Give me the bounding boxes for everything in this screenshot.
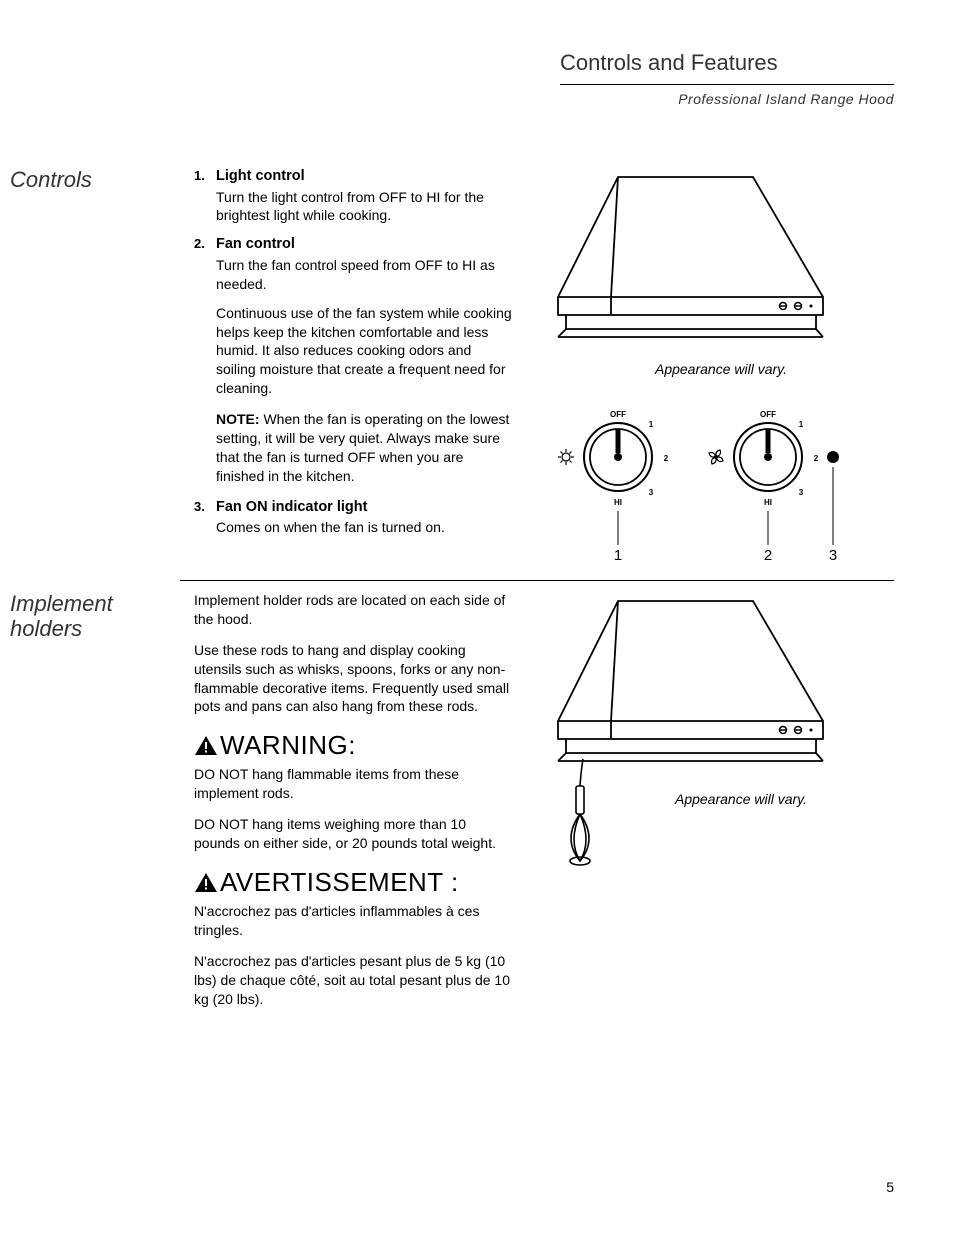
implement-graphics: Appearance will vary. — [548, 591, 894, 1021]
callout-3: 3 — [829, 547, 837, 562]
knob-label-2: 2 — [814, 454, 819, 463]
list-item: 2. Fan control Turn the fan control spee… — [194, 235, 514, 485]
note-label: NOTE: — [216, 411, 260, 427]
control-knobs-diagram: OFF 1 2 3 HI — [548, 387, 858, 562]
list-item: 3. Fan ON indicator light Comes on when … — [194, 498, 514, 537]
controls-graphics: Appearance will vary. OFF 1 2 3 HI — [548, 167, 894, 562]
warning-triangle-icon — [194, 871, 218, 895]
knob-label-hi: HI — [614, 498, 622, 507]
knob-label-1: 1 — [799, 420, 804, 429]
knob-label-3: 3 — [649, 488, 654, 497]
item-number: 1. — [194, 167, 205, 185]
paragraph: Use these rods to hang and display cooki… — [194, 641, 514, 717]
warning-heading-en: WARNING: — [194, 728, 514, 763]
item-body: Comes on when the fan is turned on. — [216, 518, 514, 537]
paragraph: Implement holder rods are located on eac… — [194, 591, 514, 629]
item-number: 3. — [194, 498, 205, 516]
section-label-controls: Controls — [10, 167, 170, 562]
item-body: Turn the light control from OFF to HI fo… — [216, 188, 514, 226]
implement-text: Implement holder rods are located on eac… — [194, 591, 514, 1021]
callout-2: 2 — [764, 547, 772, 562]
knob-label-2: 2 — [664, 454, 669, 463]
page-subtitle: Professional Island Range Hood — [560, 91, 894, 107]
range-hood-with-whisk-diagram — [548, 591, 838, 871]
item-title: Light control — [216, 167, 514, 187]
warning-triangle-icon — [194, 734, 218, 758]
knob-label-off: OFF — [760, 410, 776, 419]
item-body: Turn the fan control speed from OFF to H… — [216, 256, 514, 294]
item-title: Fan control — [216, 235, 514, 255]
paragraph: Continuous use of the fan system while c… — [216, 304, 514, 398]
section-implement-holders: Implement holders Implement holder rods … — [180, 580, 894, 1021]
diagram-caption: Appearance will vary. — [548, 361, 894, 377]
section-controls: Controls 1. Light control Turn the light… — [180, 157, 894, 562]
warning-text-fr: AVERTISSEMENT : — [220, 865, 459, 900]
paragraph: N'accrochez pas d'articles pesant plus d… — [194, 952, 514, 1009]
knob-label-3: 3 — [799, 488, 804, 497]
callout-1: 1 — [614, 547, 622, 562]
range-hood-diagram — [548, 167, 838, 357]
paragraph: DO NOT hang flammable items from these i… — [194, 765, 514, 803]
note-body: When the fan is operating on the lowest … — [216, 411, 509, 484]
item-title: Fan ON indicator light — [216, 498, 514, 518]
item-number: 2. — [194, 235, 205, 253]
diagram-caption: Appearance will vary. — [588, 791, 894, 807]
paragraph: N'accrochez pas d'articles inflammables … — [194, 902, 514, 940]
list-item: 1. Light control Turn the light control … — [194, 167, 514, 225]
warning-text-en: WARNING: — [220, 728, 356, 763]
page-number: 5 — [886, 1179, 894, 1195]
note-paragraph: NOTE: When the fan is operating on the l… — [216, 410, 514, 486]
knob-label-hi: HI — [764, 498, 772, 507]
knob-label-1: 1 — [649, 420, 654, 429]
paragraph: DO NOT hang items weighing more than 10 … — [194, 815, 514, 853]
page-title: Controls and Features — [560, 50, 894, 85]
controls-text: 1. Light control Turn the light control … — [194, 167, 514, 562]
warning-heading-fr: AVERTISSEMENT : — [194, 865, 514, 900]
knob-label-off: OFF — [610, 410, 626, 419]
page-header: Controls and Features Professional Islan… — [560, 50, 894, 107]
section-label-implement: Implement holders — [10, 591, 170, 1021]
